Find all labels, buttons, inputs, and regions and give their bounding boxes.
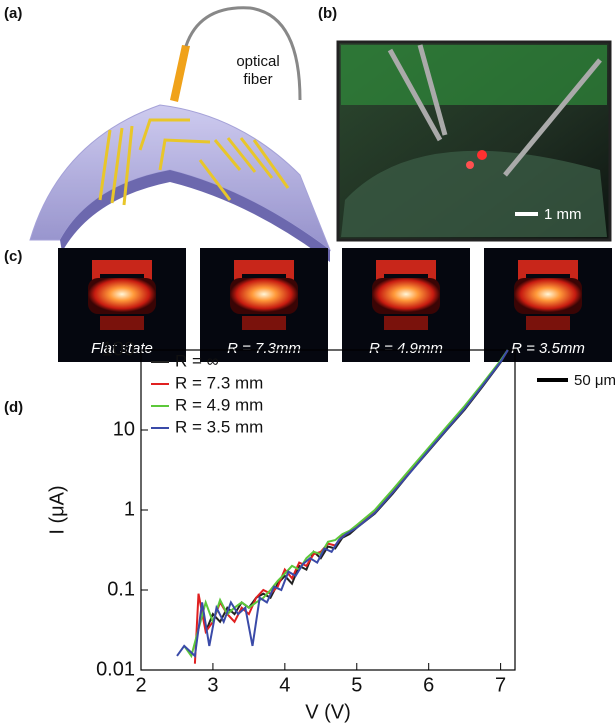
legend-label: R = ∞ (175, 351, 219, 370)
emitter-base (242, 316, 286, 330)
image-caption: R = 7.3mm (227, 340, 301, 357)
x-tick-label: 7 (495, 674, 506, 696)
page: Figure {"panels": { "a": {"label": "(a)"… (0, 0, 615, 725)
iv-chart: 0.01 0.1 1 10 100 2 3 4 5 6 7 V (V) I (μA) R = ∞ R = 7… (46, 338, 515, 723)
x-tick-label: 5 (351, 674, 362, 696)
x-tick-label: 3 (207, 674, 218, 696)
y-tick-label: 100 (102, 338, 135, 360)
x-tick-label: 2 (135, 674, 146, 696)
panel-label: (c) (4, 248, 22, 265)
image-caption: R = 3.5mm (511, 340, 585, 357)
figure: (a) optical fiber (b) 1 mm (c) Flat stat… (0, 0, 615, 725)
emitter-base (100, 316, 144, 330)
flexible-device-illustration (30, 8, 330, 262)
y-tick-label: 0.1 (107, 578, 135, 600)
x-tick-label: 4 (279, 674, 290, 696)
emitter-glow (372, 278, 440, 314)
emitter-base (526, 316, 570, 330)
annotation: fiber (243, 71, 272, 88)
annotation: optical (236, 53, 279, 70)
legend-label: R = 4.9 mm (175, 395, 263, 414)
body: (a) optical fiber (b) 1 mm (c) Flat stat… (0, 0, 615, 725)
scale-bar-label: 50 μm (574, 372, 615, 389)
x-tick-label: 6 (423, 674, 434, 696)
y-tick-label: 0.01 (96, 658, 135, 680)
panel-label: (b) (318, 5, 337, 22)
panel-label: (a) (4, 5, 22, 22)
emitter-base (384, 316, 428, 330)
legend-label: R = 3.5 mm (175, 417, 263, 436)
y-tick-label: 10 (113, 418, 135, 440)
emitter-glow (514, 278, 582, 314)
emitter-glow (230, 278, 298, 314)
panel-label: (d) (4, 399, 23, 416)
scale-bar-label: 1 mm (544, 206, 582, 223)
y-tick-label: 1 (124, 498, 135, 520)
image-caption: R = 4.9mm (369, 340, 443, 357)
y-axis-label: I (μA) (46, 485, 68, 534)
emitter-glow (88, 278, 156, 314)
x-axis-label: V (V) (305, 701, 351, 723)
legend-label: R = 7.3 mm (175, 373, 263, 392)
